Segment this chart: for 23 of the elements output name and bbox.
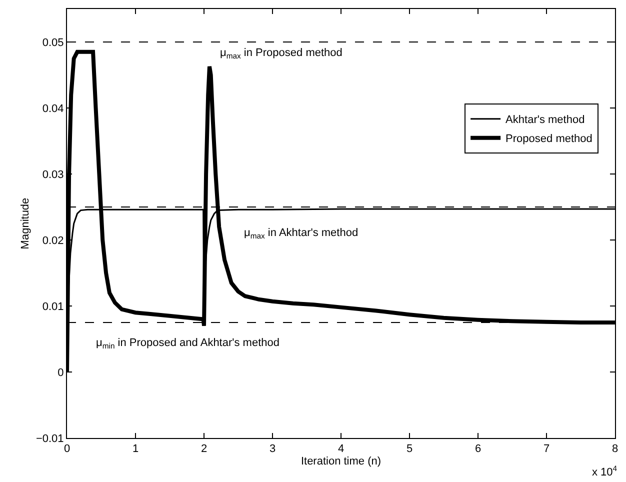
y-tick-label: 0.03 [42,168,64,181]
y-axis-title: Magnitude [20,198,32,250]
legend-label: Akhtar's method [506,114,585,126]
x-axis-title: Iteration time (n) [300,455,382,468]
ref-line-label: μ$_{max}$ in Akhtar's method [244,227,358,240]
ref-line-label: μ$_{min}$ in Proposed and Akhtar's method [96,337,280,350]
x-tick-label: 6 [474,443,482,456]
y-tick-label: 0.01 [42,300,64,313]
y-tick-label: 0.05 [42,36,64,49]
x-tick-label: 1 [132,443,139,456]
x-tick-label: 4 [338,443,344,456]
x-tick-label: 2 [200,443,208,456]
x-tick-label: 8 [612,443,618,456]
x-tick-label: 3 [269,443,276,456]
y-tick-label: −0.01 [36,432,64,445]
text: x 10$^{4}$ [592,464,618,479]
x-tick-label: 5 [406,443,413,456]
y-tick-label: 0.04 [42,102,64,115]
y-tick-label: 0 [58,366,64,379]
y-tick-label: 0.02 [42,234,64,247]
legend-label: Proposed method [506,133,592,146]
ref-line-label: μ$_{max}$ in Proposed method [220,47,342,60]
x-tick-label: 7 [543,443,550,456]
